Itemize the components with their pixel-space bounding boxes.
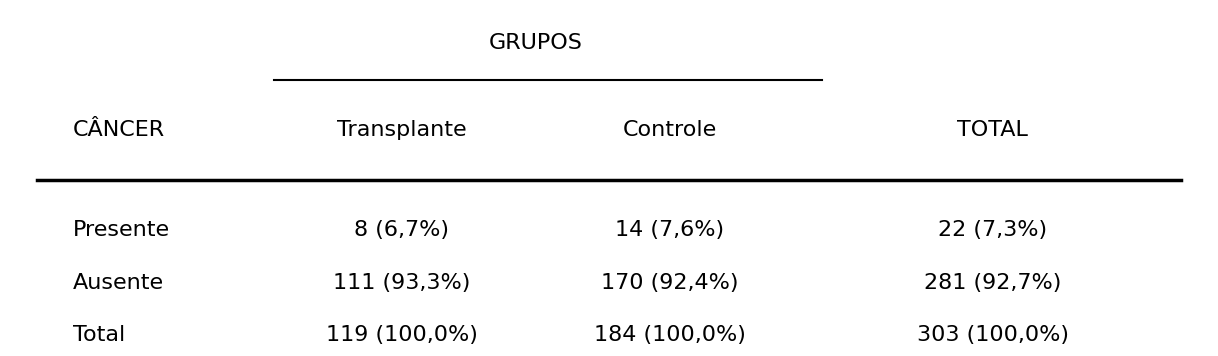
Text: 184 (100,0%): 184 (100,0%) — [594, 325, 745, 345]
Text: Presente: Presente — [73, 220, 171, 240]
Text: 281 (92,7%): 281 (92,7%) — [924, 273, 1061, 293]
Text: 303 (100,0%): 303 (100,0%) — [917, 325, 1068, 345]
Text: 8 (6,7%): 8 (6,7%) — [354, 220, 449, 240]
Text: 14 (7,6%): 14 (7,6%) — [615, 220, 725, 240]
Text: 111 (93,3%): 111 (93,3%) — [334, 273, 470, 293]
Text: Controle: Controle — [622, 120, 717, 140]
Text: Transplante: Transplante — [337, 120, 466, 140]
Text: 170 (92,4%): 170 (92,4%) — [602, 273, 738, 293]
Text: Ausente: Ausente — [73, 273, 164, 293]
Text: 22 (7,3%): 22 (7,3%) — [938, 220, 1047, 240]
Text: 119 (100,0%): 119 (100,0%) — [326, 325, 477, 345]
Text: CÂNCER: CÂNCER — [73, 120, 166, 140]
Text: GRUPOS: GRUPOS — [488, 33, 583, 53]
Text: Total: Total — [73, 325, 125, 345]
Text: TOTAL: TOTAL — [957, 120, 1028, 140]
